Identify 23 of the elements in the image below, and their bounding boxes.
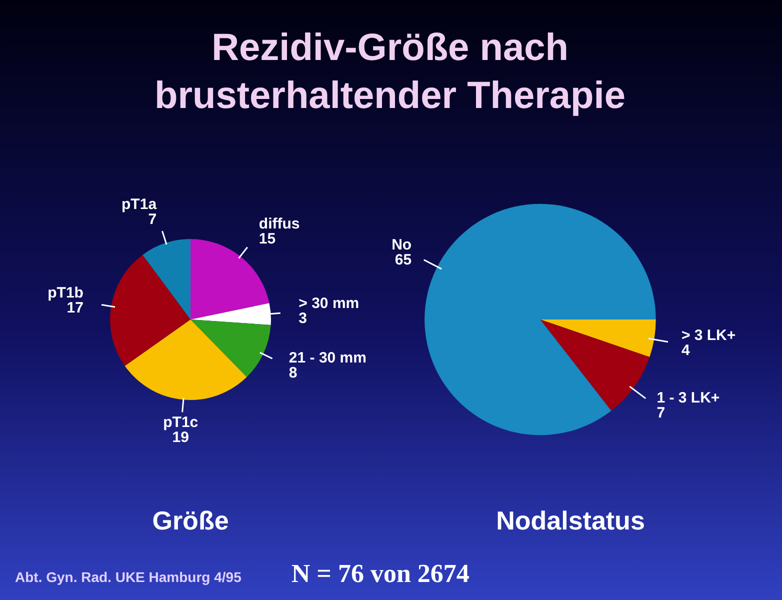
data-label: 7 xyxy=(656,404,666,422)
data-label: 65 xyxy=(394,252,412,269)
slice-label: No xyxy=(392,236,412,254)
slice-label: pT1a xyxy=(122,196,158,214)
data-label: 15 xyxy=(258,230,276,248)
data-label: 4 xyxy=(681,342,690,360)
data-label: 17 xyxy=(66,300,84,317)
slice-label: pT1c xyxy=(163,414,198,432)
text: N = 76 von 2674 xyxy=(291,559,470,588)
text: Größe xyxy=(152,506,229,536)
data-label: 7 xyxy=(148,211,157,228)
data-label: 3 xyxy=(298,310,308,327)
text: Nodalstatus xyxy=(496,506,645,536)
text: Abt. Gyn. Rad. UKE Hamburg 4/95 xyxy=(15,569,242,585)
legend-label: > 30 mm xyxy=(298,294,360,312)
slice-label: 1 - 3 LK+ xyxy=(656,390,720,407)
slice-label: pT1b xyxy=(48,284,84,302)
slice-label: 21 - 30 mm xyxy=(288,349,366,366)
chart-title: Rezidiv-Größe nach brusterhaltender Therapie xyxy=(154,26,626,118)
data-label: 19 xyxy=(172,429,189,446)
data-label: 8 xyxy=(288,364,298,382)
slice-label: diffus xyxy=(258,216,300,233)
slice-label: > 3 LK+ xyxy=(681,327,736,344)
